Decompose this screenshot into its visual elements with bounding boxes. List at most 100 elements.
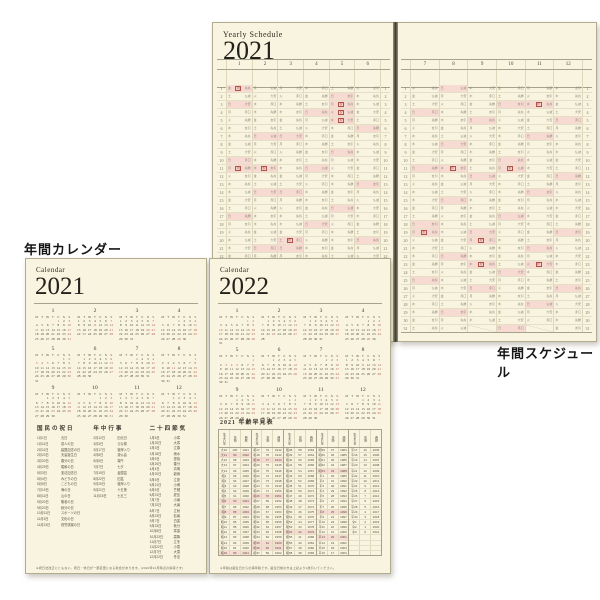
rokuyo: 赤口 xyxy=(575,262,582,266)
table-row: 7月19日 海の日 xyxy=(37,488,86,494)
rokuyo: 友引 xyxy=(431,270,438,274)
rokuyo: 赤口 xyxy=(431,158,438,162)
dow-letter: W xyxy=(230,393,233,398)
mini-date: 10 xyxy=(261,406,265,411)
schedule-cell: 金大安 xyxy=(410,149,439,156)
weekday-kanji: 火 xyxy=(279,150,283,154)
age-row: 昭31 65 1956 xyxy=(251,519,284,526)
mini-calendar: 11 M T W T F S S 1 2 3 4 5 6 7 8 9 10 11 12 13 14 15 16 17 18 19 20… xyxy=(118,385,156,421)
age-header-row: 生まれ年 年齢 西暦 xyxy=(349,430,381,448)
mini-date: 29 xyxy=(193,374,197,379)
mini-date: 25 xyxy=(288,371,292,376)
weekday-kanji: 火 xyxy=(279,94,283,98)
rokuyo: 赤口 xyxy=(546,318,553,322)
mini-date: 3 xyxy=(378,319,381,323)
age-value: 10 xyxy=(359,478,370,483)
mini-date: 26 xyxy=(366,371,371,376)
mini-date: 9 xyxy=(125,400,127,405)
mini-date: 23 xyxy=(87,370,92,374)
mini-date: 27 xyxy=(51,374,55,379)
schedule-cell: 木仏滅 xyxy=(226,189,252,196)
mini-week-row: 20 21 22 23 24 25 26 xyxy=(160,409,198,413)
western-year: 1934 xyxy=(239,514,251,519)
mini-date: 21 xyxy=(77,370,81,374)
age-header-cell: 生まれ年 xyxy=(320,432,325,445)
mini-date: 2 xyxy=(367,397,370,402)
birth-year-era: 大10 xyxy=(220,448,228,453)
table-date: 12月7日 xyxy=(149,550,162,555)
month-header-row: 7 8 9 10 11 12 xyxy=(401,59,592,70)
dow-letter: T xyxy=(320,315,322,319)
mini-calendars-2022: 1 M T W T F S S 1 2 3 4 5 6 7 8 9 10 11 12 13 14 15 16 17 18 19 20 2… xyxy=(218,308,382,424)
age-value: 29 xyxy=(326,489,338,494)
mini-date: 16 xyxy=(124,327,128,332)
table-row: 8月7日 立秋 xyxy=(150,509,199,514)
schedule-cell: 水友引 xyxy=(277,157,303,164)
schedule-cell: 月先勝 xyxy=(553,125,584,132)
mini-date: 22 xyxy=(271,371,276,376)
mini-date: 7 xyxy=(167,400,169,405)
birth-year-era: 昭56 xyxy=(285,540,293,545)
mini-date: 9 xyxy=(219,367,222,372)
mini-date: 19 xyxy=(45,370,50,374)
schedule-cell: 木先負 xyxy=(553,93,584,100)
dow-letter: S xyxy=(288,315,291,319)
schedule-cell: 金仏滅 xyxy=(226,141,252,148)
age-row: 平26 7 2014 xyxy=(349,494,381,500)
dow-letter: T xyxy=(225,354,228,359)
dow-letter: S xyxy=(68,352,71,357)
mini-date: 8 xyxy=(62,361,65,366)
schedule-cell: 土先勝 xyxy=(553,221,584,228)
schedule-cell: 火大安 xyxy=(354,253,382,260)
rokuyo: 大安 xyxy=(575,158,582,162)
schedule-cell: 金友引 xyxy=(410,317,439,324)
birth-year-era: 昭10 xyxy=(220,520,228,525)
dow-letter: F xyxy=(57,352,60,357)
weekday-kanji: 月 xyxy=(228,222,232,226)
birth-year-era: 平8 xyxy=(319,509,325,514)
rokuyo: 友引 xyxy=(575,182,582,186)
rokuyo: 先負 xyxy=(347,246,354,250)
mini-date: 16 xyxy=(372,327,376,332)
age-row: 昭59 37 1984 xyxy=(316,448,349,454)
weekday-kanji: 火 xyxy=(526,318,530,322)
table-name: 山の日 xyxy=(61,493,71,498)
holiday-mark: 祝 xyxy=(535,102,542,107)
schedule-cell: 金先負 xyxy=(467,213,496,220)
table-row: 11月7日 立冬 xyxy=(150,540,199,545)
age-row: 大13 97 1924 xyxy=(219,463,251,469)
schedule-cell: 月友引 xyxy=(553,181,584,188)
schedule-row: 11 日先勝水祝友引土先負月祝仏滅木大安土赤口 11 xyxy=(401,165,592,173)
schedule-row: 28 水赤口土先勝火友引木先負日仏滅火大安 28 xyxy=(401,301,592,309)
rokuyo: 先負 xyxy=(460,222,467,226)
rokuyo: 先勝 xyxy=(431,262,438,266)
weekday-kanji: 水 xyxy=(526,270,530,274)
mini-date: 7 xyxy=(246,362,249,367)
mini-date: 24 xyxy=(335,371,339,376)
western-year: 1972 xyxy=(304,494,316,499)
mini-date: 26 xyxy=(177,374,181,379)
age-row: 平2 31 1990 xyxy=(316,478,349,484)
mini-week-row: 21 22 23 24 25 26 27 xyxy=(76,370,114,374)
schedule-cell: 水祝大安 xyxy=(328,117,355,124)
table-date: 3月20日 xyxy=(37,459,49,464)
schedule-cell: 木大安 xyxy=(226,245,252,252)
mini-date: 13 xyxy=(104,323,108,328)
weekday-kanji: 日 xyxy=(498,326,502,330)
mini-date: 22 xyxy=(77,332,81,337)
birth-year-era: 平11 xyxy=(318,525,325,530)
dow-letter: S xyxy=(378,315,381,319)
rokuyo: 赤口 xyxy=(546,222,553,226)
mini-calendar: 3 M T W T F S S 1 2 3 4 5 6 7 8 9 10 11 12 13 14 15 16 17 18 19 20 2… xyxy=(118,308,156,344)
mini-week-row: 13 14 15 16 17 18 19 xyxy=(160,405,198,409)
rokuyo: 大安 xyxy=(517,270,524,274)
dow-letter: M xyxy=(219,393,222,398)
schedule-cell: 月先勝 xyxy=(410,117,439,124)
schedule-cell: 木赤口 xyxy=(496,133,525,140)
mini-calendar: 7 M T W T F S S 1 2 3 4 5 6 7 8 9 10 11 12 13 14 15 16 17 18 19 20 2… xyxy=(302,347,340,384)
weekday-kanji: 火 xyxy=(253,94,257,98)
mini-date: 21 xyxy=(246,371,250,376)
weekday-kanji: 木 xyxy=(412,254,416,258)
mini-date: 6 xyxy=(236,323,238,328)
